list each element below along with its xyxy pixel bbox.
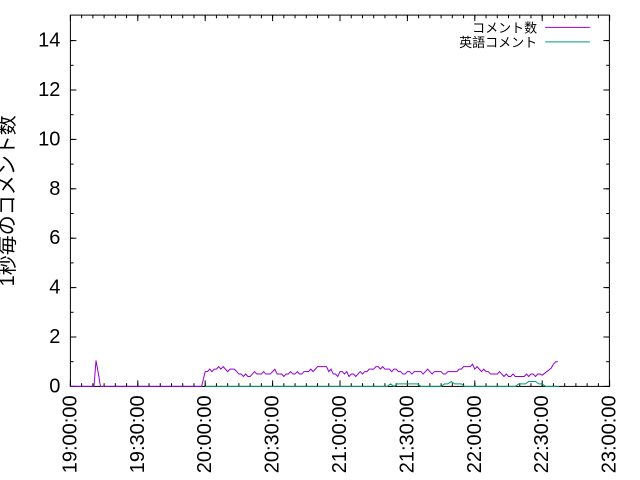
svg-text:23:00:00: 23:00:00: [599, 395, 621, 473]
svg-text:0: 0: [49, 375, 60, 397]
svg-text:英語コメント: 英語コメント: [459, 35, 537, 50]
svg-text:1秒毎のコメント数: 1秒毎のコメント数: [0, 115, 19, 286]
svg-text:2: 2: [49, 326, 60, 348]
svg-text:6: 6: [49, 227, 60, 249]
svg-text:19:00:00: 19:00:00: [59, 395, 81, 473]
svg-text:22:00:00: 22:00:00: [464, 395, 486, 473]
svg-text:22:30:00: 22:30:00: [531, 395, 553, 473]
svg-text:21:30:00: 21:30:00: [396, 395, 418, 473]
svg-text:21:00:00: 21:00:00: [329, 395, 351, 473]
svg-text:12: 12: [38, 79, 60, 101]
svg-text:8: 8: [49, 178, 60, 200]
svg-text:4: 4: [49, 277, 60, 299]
svg-text:20:30:00: 20:30:00: [262, 395, 284, 473]
svg-text:14: 14: [38, 30, 60, 52]
svg-text:10: 10: [38, 128, 60, 150]
svg-text:コメント数: コメント数: [472, 20, 537, 35]
svg-text:20:00:00: 20:00:00: [194, 395, 216, 473]
svg-text:19:30:00: 19:30:00: [127, 395, 149, 473]
